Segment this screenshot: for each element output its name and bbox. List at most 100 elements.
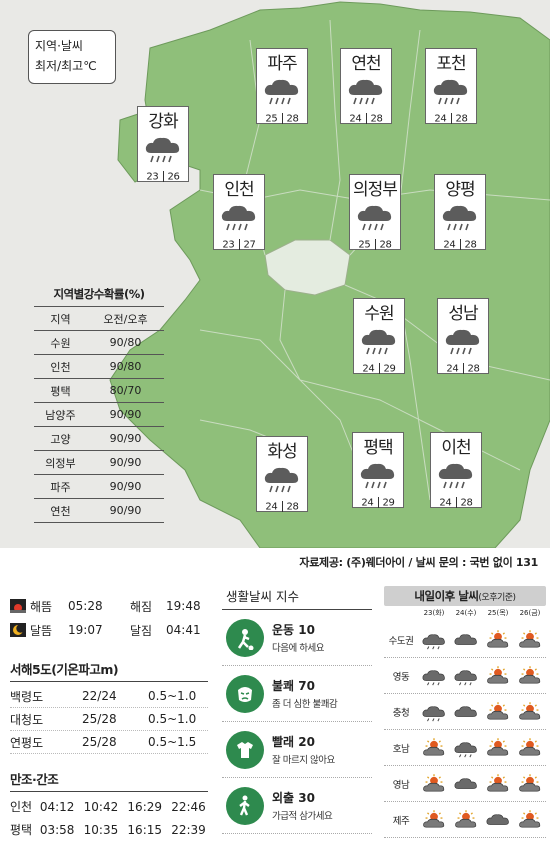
life-icon-badge (226, 674, 264, 713)
city-min-temp: 24 (362, 363, 375, 375)
forecast-row: 제주 (384, 802, 546, 838)
city-temps: 24 28 (257, 501, 307, 513)
city-max-temp: 28 (286, 501, 299, 513)
city-temps: 24 28 (341, 113, 391, 125)
city-name: 양평 (445, 180, 475, 200)
life-index-item: 불쾌 70 좀 더 심한 불쾌감 (222, 666, 372, 722)
sun-cloud-icon (455, 809, 477, 827)
city-min-temp: 23 (146, 171, 159, 183)
life-index-name: 불쾌 70 (272, 679, 315, 693)
city-name: 성남 (448, 304, 478, 324)
sun-cloud-icon (519, 773, 541, 791)
cloud-icon (454, 777, 477, 789)
wave-island: 대청도 (10, 712, 44, 727)
wave-row: 백령도 22/24 0.5~1.0 (10, 685, 208, 708)
precip-value: 90/90 (86, 402, 164, 427)
life-icon-badge (226, 786, 264, 825)
precip-row: 의정부 90/90 (34, 450, 164, 475)
tide-time: 10:35 (83, 822, 119, 837)
city-name: 인천 (224, 180, 254, 200)
precip-header-region: 지역 (34, 306, 87, 331)
tide-row: 평택 03:58 10:35 16:15 22:39 (10, 818, 215, 841)
precip-region: 고양 (34, 426, 87, 451)
precip-region: 의정부 (34, 450, 87, 475)
rain-icon (422, 669, 445, 685)
rain-cloud-icon (445, 329, 480, 355)
life-title: 생활날씨 지수 (222, 586, 372, 610)
city-max-temp: 28 (455, 113, 468, 125)
precip-row: 연천 90/90 (34, 498, 164, 523)
life-icon-badge (226, 618, 264, 657)
tide-time: 04:12 (39, 799, 75, 814)
rain-cloud-icon (264, 467, 299, 493)
life-index-item: 외출 30 가급적 삼가세요 (222, 778, 372, 834)
city-card: 연천 24 28 (340, 48, 392, 125)
city-temps: 23 26 (138, 171, 188, 183)
precip-region: 파주 (34, 474, 87, 499)
city-temps: 24 29 (354, 363, 404, 375)
wave-table: 백령도 22/24 0.5~1.0 대청도 25/28 0.5~1.0 연평도 25/28 0.… (10, 685, 208, 754)
soccer-player-icon (237, 628, 254, 650)
precip-row: 파주 90/90 (34, 474, 164, 499)
sun-cloud-icon (519, 701, 541, 719)
forecast-row: 영남 (384, 766, 546, 802)
data-source: 자료제공: (주)웨더아이 / 날씨 문의 : 국번 없이 131 (299, 556, 538, 569)
moonrise-time: 19:07 (68, 623, 103, 637)
sunset-time: 19:48 (166, 599, 201, 613)
city-temps: 24 28 (435, 239, 485, 251)
city-temps: 24 28 (438, 363, 488, 375)
life-index-name: 빨래 20 (272, 735, 315, 749)
city-name: 화성 (267, 442, 297, 462)
city-card: 파주 25 28 (256, 48, 308, 125)
wave-island: 연평도 (10, 735, 44, 750)
life-index-desc: 잘 마르지 않아요 (272, 755, 335, 766)
city-max-temp: 28 (460, 497, 473, 509)
forecast-row: 영동 (384, 658, 546, 694)
tide-time: 22:46 (171, 799, 206, 814)
precip-region: 남양주 (34, 402, 87, 427)
moon-row: 달뜸 19:07 달짐 04:41 (10, 618, 210, 642)
precip-value: 90/90 (86, 450, 164, 475)
city-card: 강화 23 26 (137, 106, 189, 183)
sun-cloud-icon (487, 773, 509, 791)
precip-region: 인천 (34, 354, 87, 379)
sun-cloud-icon (423, 737, 445, 755)
forecast-title-text: 내일이후 날씨 (414, 589, 479, 603)
map-legend: 지역·날씨 최저/최고℃ (28, 30, 116, 84)
city-name: 이천 (441, 438, 471, 458)
city-min-temp: 23 (222, 239, 235, 251)
forecast-day: 23(화) (423, 609, 445, 617)
life-index-item: 빨래 20 잘 마르지 않아요 (222, 722, 372, 778)
precip-value: 90/80 (86, 354, 164, 379)
rain-cloud-icon (360, 463, 395, 489)
city-min-temp: 25 (358, 239, 371, 251)
tide-row: 인천 04:12 10:42 16:29 22:46 (10, 795, 215, 818)
life-index-desc: 다음에 하세요 (272, 643, 324, 654)
rain-cloud-icon (442, 205, 477, 231)
city-temps: 24 28 (431, 497, 481, 509)
rain-cloud-icon (348, 79, 383, 105)
forecast-region: 충청 (392, 707, 410, 719)
city-max-temp: 28 (464, 239, 477, 251)
city-max-temp: 26 (167, 171, 180, 183)
precip-title: 지역별강수확률(%) (53, 287, 145, 301)
precip-row: 수원 90/80 (34, 330, 164, 355)
rain-cloud-icon (221, 205, 256, 231)
forecast-row: 수도권 (384, 622, 546, 658)
precip-header-value: 오전/오후 (86, 306, 164, 331)
rain-cloud-icon (264, 79, 299, 105)
legend-line1: 지역·날씨 (35, 39, 83, 53)
rain-icon (454, 741, 477, 757)
moonrise-icon (10, 623, 26, 637)
precip-table: 지역 오전/오후 수원 90/80 인천 90/80 평택 80/70 남양주 90/90 고양… (34, 306, 164, 523)
forecast-row: 호남 (384, 730, 546, 766)
forecast-title-note: (오후기준) (478, 593, 516, 603)
rain-cloud-icon (357, 205, 392, 231)
wave-height: 0.5~1.0 (148, 712, 197, 726)
precip-region: 수원 (34, 330, 87, 355)
city-max-temp: 29 (383, 363, 396, 375)
moonset-time: 04:41 (166, 623, 201, 637)
city-min-temp: 24 (361, 497, 374, 509)
forecast-days: 23(화) 24(수) 25(목) 26(금) (384, 608, 546, 622)
wave-temp: 25/28 (82, 735, 117, 749)
